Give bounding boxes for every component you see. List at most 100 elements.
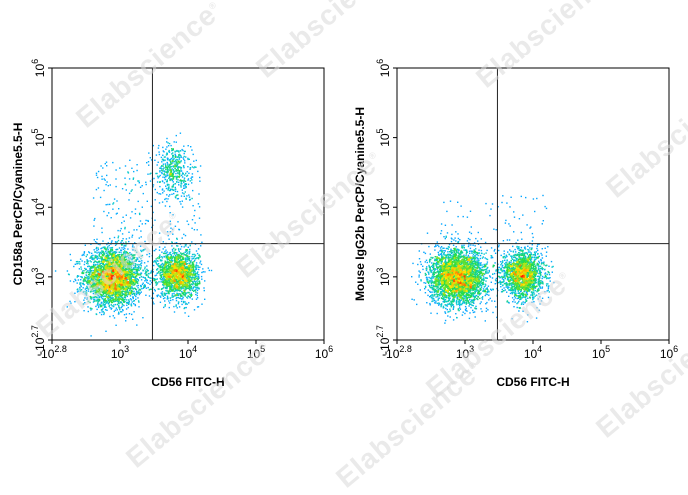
- event-dot: [76, 288, 78, 291]
- event-dot: [148, 295, 151, 297]
- event-dot: [103, 301, 106, 303]
- event-dot: [191, 298, 193, 300]
- event-dot: [95, 296, 97, 298]
- event-dot: [113, 256, 116, 258]
- event-dot: [87, 263, 89, 265]
- event-dot: [113, 254, 115, 256]
- event-dot: [97, 297, 99, 299]
- event-dot: [166, 278, 169, 281]
- event-dot: [92, 265, 95, 267]
- event-dot: [82, 287, 84, 289]
- event-dot: [94, 280, 97, 283]
- event-dot: [105, 306, 107, 308]
- event-dot: [98, 290, 101, 293]
- event-dot: [98, 278, 100, 281]
- event-dot: [96, 275, 99, 277]
- event-dot: [169, 297, 172, 299]
- event-dot: [107, 264, 109, 267]
- event-dot: [139, 260, 141, 263]
- event-dot: [189, 280, 192, 282]
- event-dot: [157, 272, 159, 274]
- event-dot: [94, 266, 96, 269]
- event-dot: [106, 268, 108, 270]
- event-dot: [168, 284, 171, 286]
- event-dot: [122, 279, 124, 282]
- event-dot: [126, 299, 128, 301]
- event-dot: [177, 301, 180, 303]
- event-dot: [182, 258, 184, 260]
- event-dot: [114, 300, 116, 302]
- event-dot: [103, 299, 105, 302]
- event-dot: [115, 241, 117, 244]
- event-dot: [99, 303, 101, 306]
- event-dot: [108, 264, 110, 266]
- event-dot: [110, 297, 113, 299]
- event-dot: [180, 282, 182, 284]
- event-dot: [189, 289, 191, 292]
- event-dot: [150, 272, 152, 274]
- event-dot: [125, 277, 127, 279]
- event-dot: [175, 299, 178, 302]
- event-dot: [125, 308, 128, 310]
- event-dot: [93, 298, 95, 301]
- event-dot: [191, 241, 193, 243]
- event-dot: [179, 297, 182, 299]
- event-dot: [98, 260, 101, 263]
- event-dot: [98, 253, 101, 255]
- event-dot: [194, 254, 197, 256]
- event-dot: [109, 307, 111, 309]
- event-dot: [177, 259, 180, 261]
- event-dot: [101, 256, 103, 259]
- event-dot: [146, 269, 149, 271]
- event-dot: [172, 272, 174, 274]
- event-dot: [118, 306, 120, 308]
- event-dot: [171, 245, 173, 247]
- event-dot: [87, 310, 89, 313]
- event-dot: [130, 288, 132, 290]
- event-dot: [116, 266, 119, 268]
- event-dot: [191, 272, 193, 275]
- event-dot: [185, 271, 187, 273]
- event-dot: [111, 287, 113, 289]
- event-dot: [122, 282, 124, 284]
- event-dot: [128, 270, 131, 272]
- event-dot: [106, 282, 108, 284]
- event-dot: [111, 268, 113, 270]
- event-dot: [133, 292, 135, 294]
- event-dot: [123, 259, 125, 261]
- event-dot: [125, 252, 127, 254]
- event-dot: [146, 268, 148, 271]
- event-dot: [127, 283, 130, 285]
- event-dot: [121, 296, 123, 299]
- event-dot: [124, 273, 126, 275]
- event-dot: [93, 271, 95, 273]
- event-dot: [115, 271, 118, 273]
- event-dot: [123, 288, 125, 290]
- event-dot: [196, 279, 198, 281]
- event-dot: [179, 275, 182, 277]
- event-dot: [105, 248, 107, 251]
- event-dot: [90, 335, 92, 337]
- event-dot: [153, 279, 155, 281]
- event-dot: [192, 276, 194, 278]
- event-dot: [99, 295, 101, 297]
- event-dot: [103, 248, 106, 250]
- event-dot: [114, 291, 117, 293]
- event-dot: [112, 299, 114, 301]
- event-dot: [112, 254, 115, 256]
- event-dot: [107, 246, 109, 248]
- event-dot: [100, 283, 103, 285]
- event-dot: [100, 271, 102, 273]
- event-dot: [109, 276, 111, 278]
- event-dot: [109, 315, 111, 318]
- event-dot: [147, 276, 150, 278]
- event-dot: [121, 269, 123, 271]
- event-dot: [82, 279, 85, 282]
- event-dot: [107, 253, 109, 255]
- event-dot: [127, 286, 129, 289]
- event-dot: [138, 306, 140, 308]
- event-dot: [86, 261, 89, 263]
- event-dot: [120, 294, 123, 297]
- event-dot: [197, 283, 200, 285]
- event-dot: [121, 263, 123, 265]
